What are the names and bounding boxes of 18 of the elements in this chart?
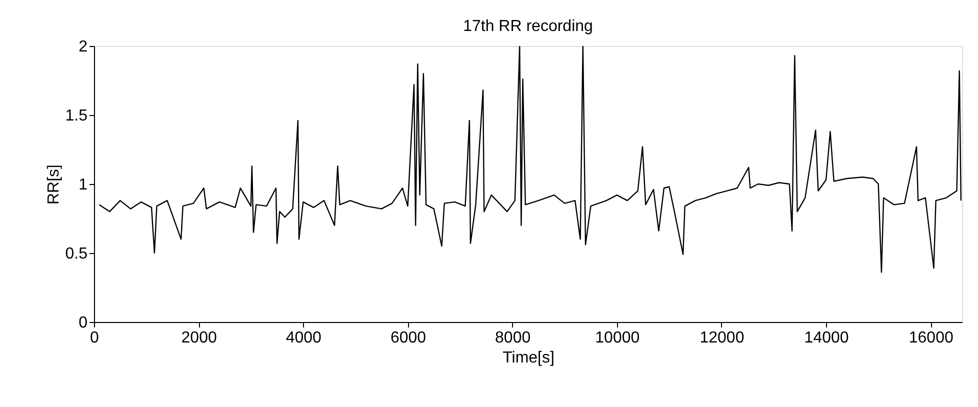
x-tick-label: 4000 (286, 330, 322, 346)
line-series (98, 46, 962, 273)
y-tick-label: 0 (78, 314, 88, 332)
x-tick-label: 2000 (181, 330, 217, 346)
x-tick-label: 8000 (495, 330, 531, 346)
y-tick-label: 1.5 (65, 108, 88, 124)
y-tick-label: 2 (78, 38, 88, 56)
y-tick-label: 0.5 (65, 246, 88, 262)
x-tick-label: 12000 (700, 330, 744, 346)
y-tick-label: 1 (78, 176, 88, 194)
chart-title: 17th RR recording (463, 18, 593, 35)
y-axis-title: RR[s] (45, 164, 62, 204)
x-axis-title: Time[s] (502, 350, 554, 366)
x-tick-label: 10000 (595, 330, 640, 346)
x-tick-label: 0 (90, 330, 100, 346)
x-tick-label: 6000 (390, 330, 426, 346)
x-tick-label: 14000 (804, 330, 849, 346)
x-tick-label: 16000 (908, 330, 954, 346)
